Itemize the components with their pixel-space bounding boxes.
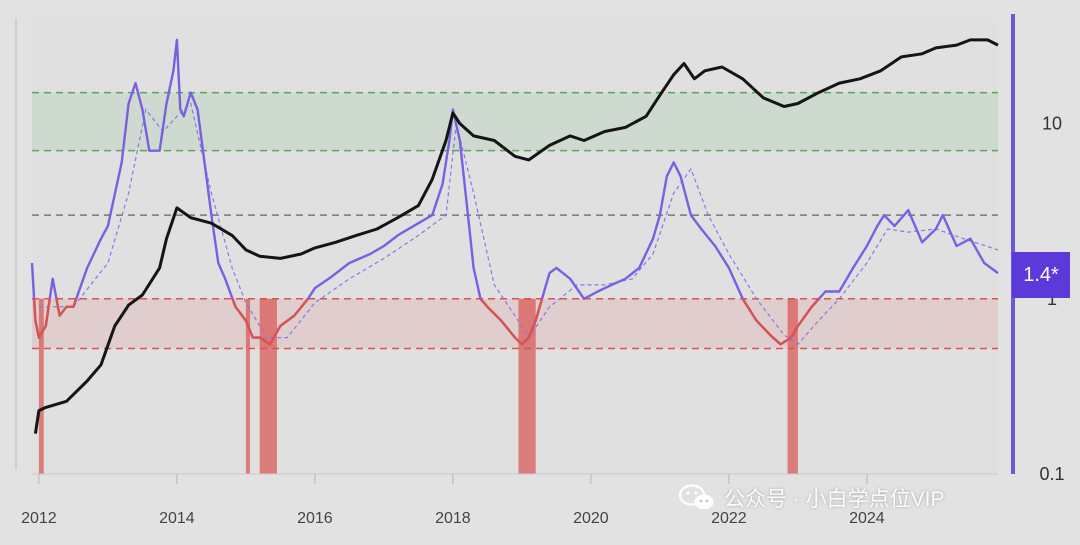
x-tick-label: 2018 (435, 510, 471, 527)
plot-area (32, 18, 998, 474)
band-green-zone (32, 92, 998, 151)
current-value-badge: 1.4* (1012, 252, 1070, 298)
series-oscillator-red (32, 298, 821, 346)
watermark-text: 公众号 · 小白学点位VIP (724, 488, 945, 511)
wechat-icon (678, 484, 714, 510)
x-tick-label: 2012 (21, 510, 57, 527)
red-signal-bar-2 (259, 298, 277, 474)
y-tick-label: 10 (1042, 114, 1062, 134)
red-signal-bar-0 (38, 298, 44, 474)
red-signal-bar-4 (787, 298, 798, 474)
band-red-zone (32, 298, 998, 349)
x-tick-label: 2024 (849, 510, 885, 527)
series-oscillator-ma (38, 102, 999, 346)
x-tick-label: 2016 (297, 510, 333, 527)
series-price (33, 38, 999, 434)
x-tick-label: 2020 (573, 510, 609, 527)
y-tick-label: 1 (1047, 289, 1057, 309)
x-tick-label: 2014 (159, 510, 195, 527)
red-signal-bar-1 (245, 298, 251, 474)
x-tick-label: 2022 (711, 510, 747, 527)
y-tick-label: 0.1 (1039, 464, 1064, 484)
watermark: 公众号 · 小白学点位VIP (678, 480, 945, 516)
